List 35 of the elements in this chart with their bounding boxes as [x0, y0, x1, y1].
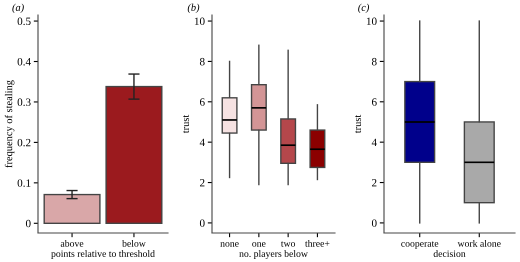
y-tick-label: 2	[200, 179, 204, 186]
y-tick-label: 10	[366, 18, 377, 26]
y-tick-label: 8	[372, 58, 377, 66]
x-tick-label: above	[60, 240, 84, 247]
y-tick-label: 0	[200, 219, 205, 227]
y-tick-label: 0.1	[18, 179, 30, 187]
y-tick-label: 2	[372, 179, 376, 186]
y-tick-label: 4	[200, 138, 205, 146]
y-tick-label: 4	[372, 138, 377, 146]
x-axis-title: decision	[434, 250, 466, 257]
y-tick-label: 6	[372, 98, 377, 106]
y-axis-title: frequency of stealing	[4, 80, 14, 168]
y-tick-label: 0.3	[18, 98, 31, 106]
y-tick-label: 10	[194, 18, 205, 26]
x-tick-label: two	[280, 241, 296, 247]
x-tick-label: cooperate	[401, 241, 438, 249]
y-tick-label: 0.5	[18, 18, 31, 26]
y-tick-label: 6	[200, 98, 205, 106]
y-tick-label: 8	[200, 58, 205, 66]
x-axis-title: no. players below	[239, 250, 308, 259]
y-tick-label: 0	[372, 219, 377, 227]
y-axis-title: trust	[355, 114, 362, 134]
x-tick-label: one	[252, 242, 266, 247]
y-tick-label: 0.2	[18, 138, 30, 146]
chart-title: (b)	[188, 4, 200, 14]
x-axis-title: points relative to threshold	[51, 250, 155, 259]
y-axis-title: trust	[183, 114, 190, 134]
x-tick-label: none	[220, 242, 239, 247]
x-tick-label: work alone	[458, 240, 501, 247]
chart-title: (c)	[358, 4, 370, 14]
y-tick-label: 0	[26, 220, 31, 228]
x-tick-label: three+	[305, 240, 330, 247]
chart-title: (a)	[12, 4, 24, 14]
y-tick-label: 0.4	[18, 58, 31, 66]
x-tick-label: below	[122, 240, 146, 247]
